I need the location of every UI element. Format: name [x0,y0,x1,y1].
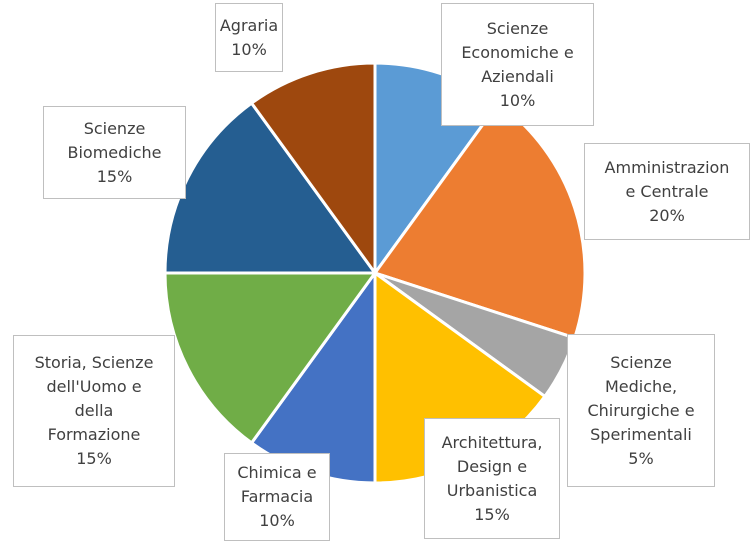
category-name: Storia, Scienze dell'Uomo e della Formaz… [34,353,154,444]
pie-slice [249,61,377,278]
pie-slice [163,101,378,275]
data-label: Scienze Mediche, Chirurgiche e Speriment… [567,334,715,487]
category-name: Scienze Biomediche [67,118,162,162]
data-label: Chimica e Farmacia 10% [224,453,330,541]
data-label: Scienze Economiche e Aziendali 10% [441,3,594,126]
category-name: Scienze Economiche e Aziendali [461,18,574,86]
data-label: Amministrazion e Centrale 20% [584,143,750,240]
category-name: Agraria [219,15,279,35]
value-label: 15% [96,166,133,186]
data-label: Storia, Scienze dell'Uomo e della Formaz… [13,335,175,487]
data-label: Scienze Biomediche 15% [43,106,186,199]
data-label: Architettura, Design e Urbanistica 15% [424,418,560,539]
category-name: Scienze Mediche, Chirurgiche e Speriment… [587,352,695,444]
category-name: Architettura, Design e Urbanistica [441,432,543,500]
category-name: Chimica e Farmacia [237,463,317,506]
value-label: 20% [649,205,685,225]
category-name: Amministrazion e Centrale [604,157,730,201]
data-label: Agraria 10% [215,3,283,72]
value-label: 15% [474,504,510,524]
value-label: 5% [628,448,654,468]
value-label: 10% [259,511,295,530]
value-label: 15% [76,449,112,468]
value-label: 10% [231,39,267,59]
value-label: 10% [499,90,536,110]
pie-slice [163,271,378,445]
